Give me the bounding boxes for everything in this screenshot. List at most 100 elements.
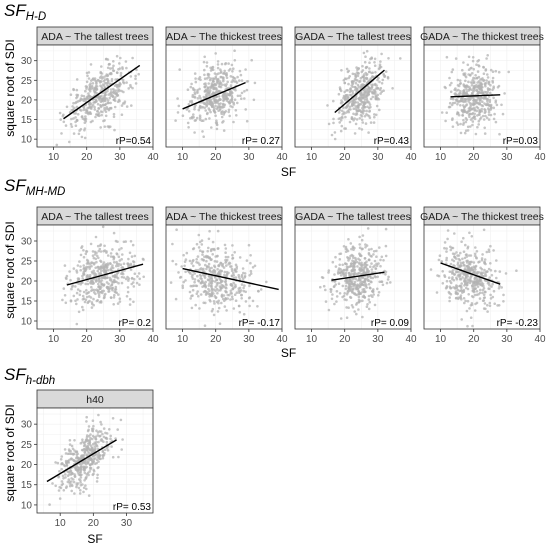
data-point xyxy=(223,103,227,107)
data-point xyxy=(372,250,376,253)
data-point xyxy=(354,81,358,85)
data-point xyxy=(373,64,377,67)
data-point xyxy=(130,276,134,280)
data-point xyxy=(213,72,217,75)
data-point xyxy=(103,276,107,280)
data-point xyxy=(193,107,196,111)
data-point xyxy=(369,280,373,283)
data-point xyxy=(494,269,497,273)
data-point xyxy=(376,275,380,279)
data-point xyxy=(384,227,388,231)
data-point xyxy=(211,91,215,94)
x-tick-label: 20 xyxy=(468,334,480,345)
data-point xyxy=(181,286,185,290)
data-point xyxy=(225,92,229,95)
data-point xyxy=(469,267,472,271)
data-point xyxy=(95,251,98,255)
data-point xyxy=(355,285,359,288)
data-point xyxy=(471,107,474,111)
data-point xyxy=(470,303,474,307)
data-point xyxy=(251,266,255,269)
data-point xyxy=(194,80,198,84)
data-point xyxy=(72,132,76,135)
data-point xyxy=(379,65,383,69)
data-point xyxy=(367,279,370,282)
facet-strip-label: GADA ~ The thickest trees xyxy=(420,211,544,223)
data-point xyxy=(127,87,130,90)
data-point xyxy=(345,316,349,320)
data-point xyxy=(192,113,195,116)
data-point xyxy=(57,475,60,479)
data-point xyxy=(491,70,495,73)
data-point xyxy=(97,107,101,110)
data-point xyxy=(451,258,454,262)
data-point xyxy=(488,287,491,291)
data-point xyxy=(344,250,348,253)
data-point xyxy=(75,100,78,104)
data-point xyxy=(355,73,358,77)
data-point xyxy=(231,70,234,73)
data-point xyxy=(483,261,486,265)
data-point xyxy=(87,451,91,455)
data-point xyxy=(105,446,109,450)
data-point xyxy=(364,246,367,249)
data-point xyxy=(71,284,75,287)
data-point xyxy=(468,109,472,112)
data-point xyxy=(477,64,481,68)
data-point xyxy=(106,99,110,102)
x-tick-label: 20 xyxy=(339,334,351,345)
data-point xyxy=(372,253,375,256)
data-point xyxy=(204,263,207,267)
data-point xyxy=(118,81,122,85)
data-point xyxy=(94,447,97,451)
data-point xyxy=(333,273,336,276)
data-point xyxy=(85,435,89,439)
data-point xyxy=(207,274,211,278)
data-point xyxy=(210,126,213,129)
data-point xyxy=(232,307,236,310)
data-point xyxy=(96,476,99,480)
data-point xyxy=(475,301,479,305)
data-point xyxy=(337,282,341,286)
data-point xyxy=(209,249,213,253)
data-point xyxy=(112,91,115,95)
data-point xyxy=(119,263,123,267)
data-point xyxy=(475,290,479,293)
data-point xyxy=(224,278,228,281)
data-point xyxy=(73,473,76,476)
data-point xyxy=(68,443,72,446)
data-point xyxy=(462,297,466,300)
data-point xyxy=(463,280,467,283)
data-point xyxy=(365,73,368,77)
data-point xyxy=(91,288,94,292)
data-point xyxy=(471,120,475,123)
data-point xyxy=(108,82,112,85)
data-point xyxy=(90,301,94,304)
data-point xyxy=(343,292,347,295)
data-point xyxy=(188,259,192,263)
data-point xyxy=(84,269,87,273)
data-point xyxy=(215,82,219,85)
data-point xyxy=(217,95,221,98)
data-point xyxy=(198,87,201,91)
data-point xyxy=(362,96,365,99)
data-point xyxy=(130,255,134,258)
data-point xyxy=(208,78,212,82)
data-point xyxy=(75,269,78,272)
data-point xyxy=(211,307,215,311)
data-point xyxy=(89,448,92,452)
data-point xyxy=(462,61,465,64)
section-title-subscript: h-dbh xyxy=(26,375,55,387)
data-point xyxy=(104,110,108,113)
data-point xyxy=(351,254,355,258)
data-point xyxy=(483,268,486,272)
data-point xyxy=(462,250,466,253)
data-point xyxy=(190,275,194,278)
data-point xyxy=(91,461,95,465)
data-point xyxy=(230,90,233,94)
data-point xyxy=(231,253,234,257)
data-point xyxy=(126,275,129,279)
data-point xyxy=(199,78,202,82)
data-point xyxy=(213,99,216,102)
data-point xyxy=(119,56,122,60)
